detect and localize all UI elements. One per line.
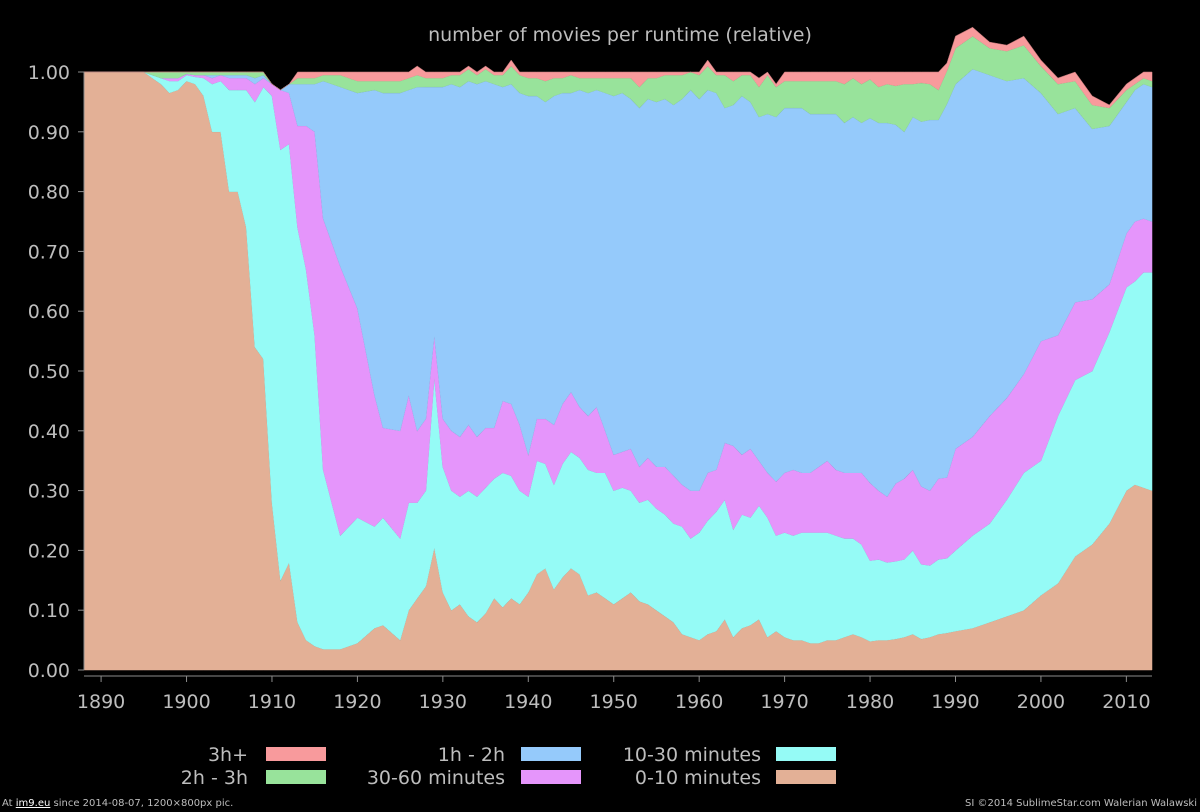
legend-swatch <box>266 747 326 761</box>
legend-label: 30-60 minutes <box>367 767 505 789</box>
stacked-areas <box>83 26 1153 671</box>
x-tick-label: 1930 <box>419 691 467 713</box>
footer-credit: SI ©2014 SublimeStar.com Walerian Walaws… <box>965 798 1197 809</box>
x-tick-label: 1900 <box>162 691 210 713</box>
x-tick-label: 1980 <box>846 691 894 713</box>
footer-prefix: At <box>2 798 16 809</box>
footer-suffix: since 2014-08-07, 1200×800px pic. <box>50 798 234 809</box>
x-tick-label: 1910 <box>248 691 296 713</box>
y-tick-label: 0.80 <box>28 182 70 204</box>
x-tick-label: 1960 <box>675 691 723 713</box>
legend-label: 1h - 2h <box>438 744 505 766</box>
y-axis-tick-labels: 0.00 0.10 0.20 0.30 0.40 0.50 0.60 0.70 0.80 0.90… <box>28 62 70 682</box>
legend-item: 3h+ <box>208 744 326 766</box>
legend-item: 10-30 minutes <box>623 744 836 766</box>
x-tick-label: 1940 <box>504 691 552 713</box>
y-tick-label: 1.00 <box>28 62 70 84</box>
y-tick-label: 0.20 <box>28 540 70 562</box>
legend-item: 1h - 2h <box>438 744 581 766</box>
y-tick-label: 0.40 <box>28 421 70 443</box>
y-tick-label: 0.10 <box>28 600 70 622</box>
y-tick-label: 0.70 <box>28 241 70 263</box>
legend-swatch <box>521 770 581 784</box>
legend-swatch <box>776 770 836 784</box>
area-edge <box>84 26 1152 106</box>
legend-item: 30-60 minutes <box>367 767 581 789</box>
legend-swatch <box>266 770 326 784</box>
x-tick-label: 2010 <box>1102 691 1150 713</box>
legend-swatch <box>776 747 836 761</box>
legend-swatch <box>521 747 581 761</box>
axes <box>78 71 1152 682</box>
y-tick-label: 0.30 <box>28 481 70 503</box>
legend-label: 3h+ <box>208 744 248 766</box>
chart-title: number of movies per runtime (relative) <box>428 24 812 46</box>
footer-left: At im9.eu since 2014-08-07, 1200×800px p… <box>2 798 233 809</box>
legend-label: 10-30 minutes <box>623 744 761 766</box>
x-tick-label: 1950 <box>590 691 638 713</box>
y-tick-label: 0.50 <box>28 361 70 383</box>
footer-site-link[interactable]: im9.eu <box>15 798 51 809</box>
x-axis-tick-labels: 1890 1900 1910 1920 1930 1940 1950 1960 1970 1980… <box>77 691 1151 713</box>
x-tick-label: 1990 <box>931 691 979 713</box>
legend-label: 2h - 3h <box>181 767 248 789</box>
legend-item: 2h - 3h <box>181 767 326 789</box>
legend-item: 0-10 minutes <box>635 767 836 789</box>
y-tick-label: 0.90 <box>28 122 70 144</box>
x-tick-label: 2000 <box>1017 691 1065 713</box>
area-3h <box>84 26 1153 109</box>
x-tick-label: 1890 <box>77 691 125 713</box>
x-tick-label: 1970 <box>760 691 808 713</box>
legend-label: 0-10 minutes <box>635 767 761 789</box>
y-tick-label: 0.00 <box>28 660 70 682</box>
y-tick-label: 0.60 <box>28 301 70 323</box>
x-tick-label: 1920 <box>333 691 381 713</box>
